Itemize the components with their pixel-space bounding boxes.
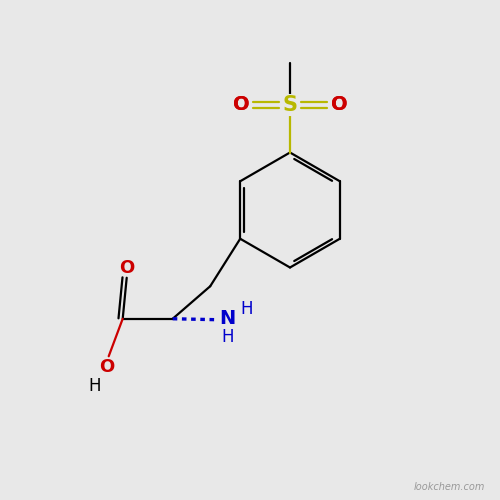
- Text: O: O: [100, 358, 115, 376]
- Text: H: H: [240, 300, 252, 318]
- Text: lookchem.com: lookchem.com: [414, 482, 485, 492]
- Text: O: O: [330, 96, 347, 114]
- Text: O: O: [330, 96, 347, 114]
- Text: H: H: [88, 378, 101, 396]
- Text: O: O: [232, 96, 250, 114]
- Text: S: S: [282, 95, 298, 115]
- Text: O: O: [119, 259, 134, 277]
- Text: N: N: [220, 309, 236, 328]
- Text: O: O: [232, 96, 250, 114]
- Text: H: H: [222, 328, 234, 346]
